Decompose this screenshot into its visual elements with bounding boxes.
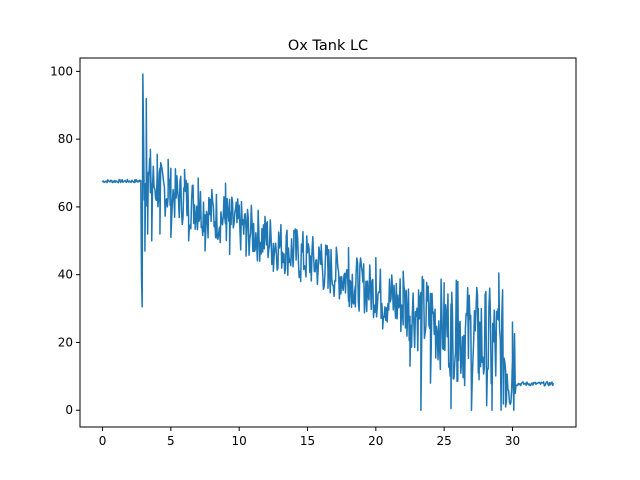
y-tick-label: 40 (58, 268, 73, 282)
y-tick-label: 100 (50, 64, 73, 78)
y-axis: 0 20 40 60 80 100 (50, 64, 80, 417)
chart-title: Ox Tank LC (288, 38, 368, 54)
x-tick-label: 25 (437, 434, 452, 448)
x-tick-label: 0 (99, 434, 107, 448)
plot-area (101, 73, 555, 411)
y-tick-label: 20 (58, 335, 73, 349)
y-tick-label: 60 (58, 200, 73, 214)
x-tick-label: 30 (505, 434, 520, 448)
y-tick-label: 80 (58, 132, 73, 146)
x-tick-label: 10 (232, 434, 247, 448)
x-axis: 0 5 10 15 20 25 30 (99, 427, 520, 448)
plot-frame (79, 57, 577, 428)
y-tick-label: 0 (65, 403, 73, 417)
x-tick-label: 5 (167, 434, 175, 448)
x-tick-label: 15 (300, 434, 315, 448)
x-tick-label: 20 (368, 434, 383, 448)
series-line (101, 73, 555, 411)
